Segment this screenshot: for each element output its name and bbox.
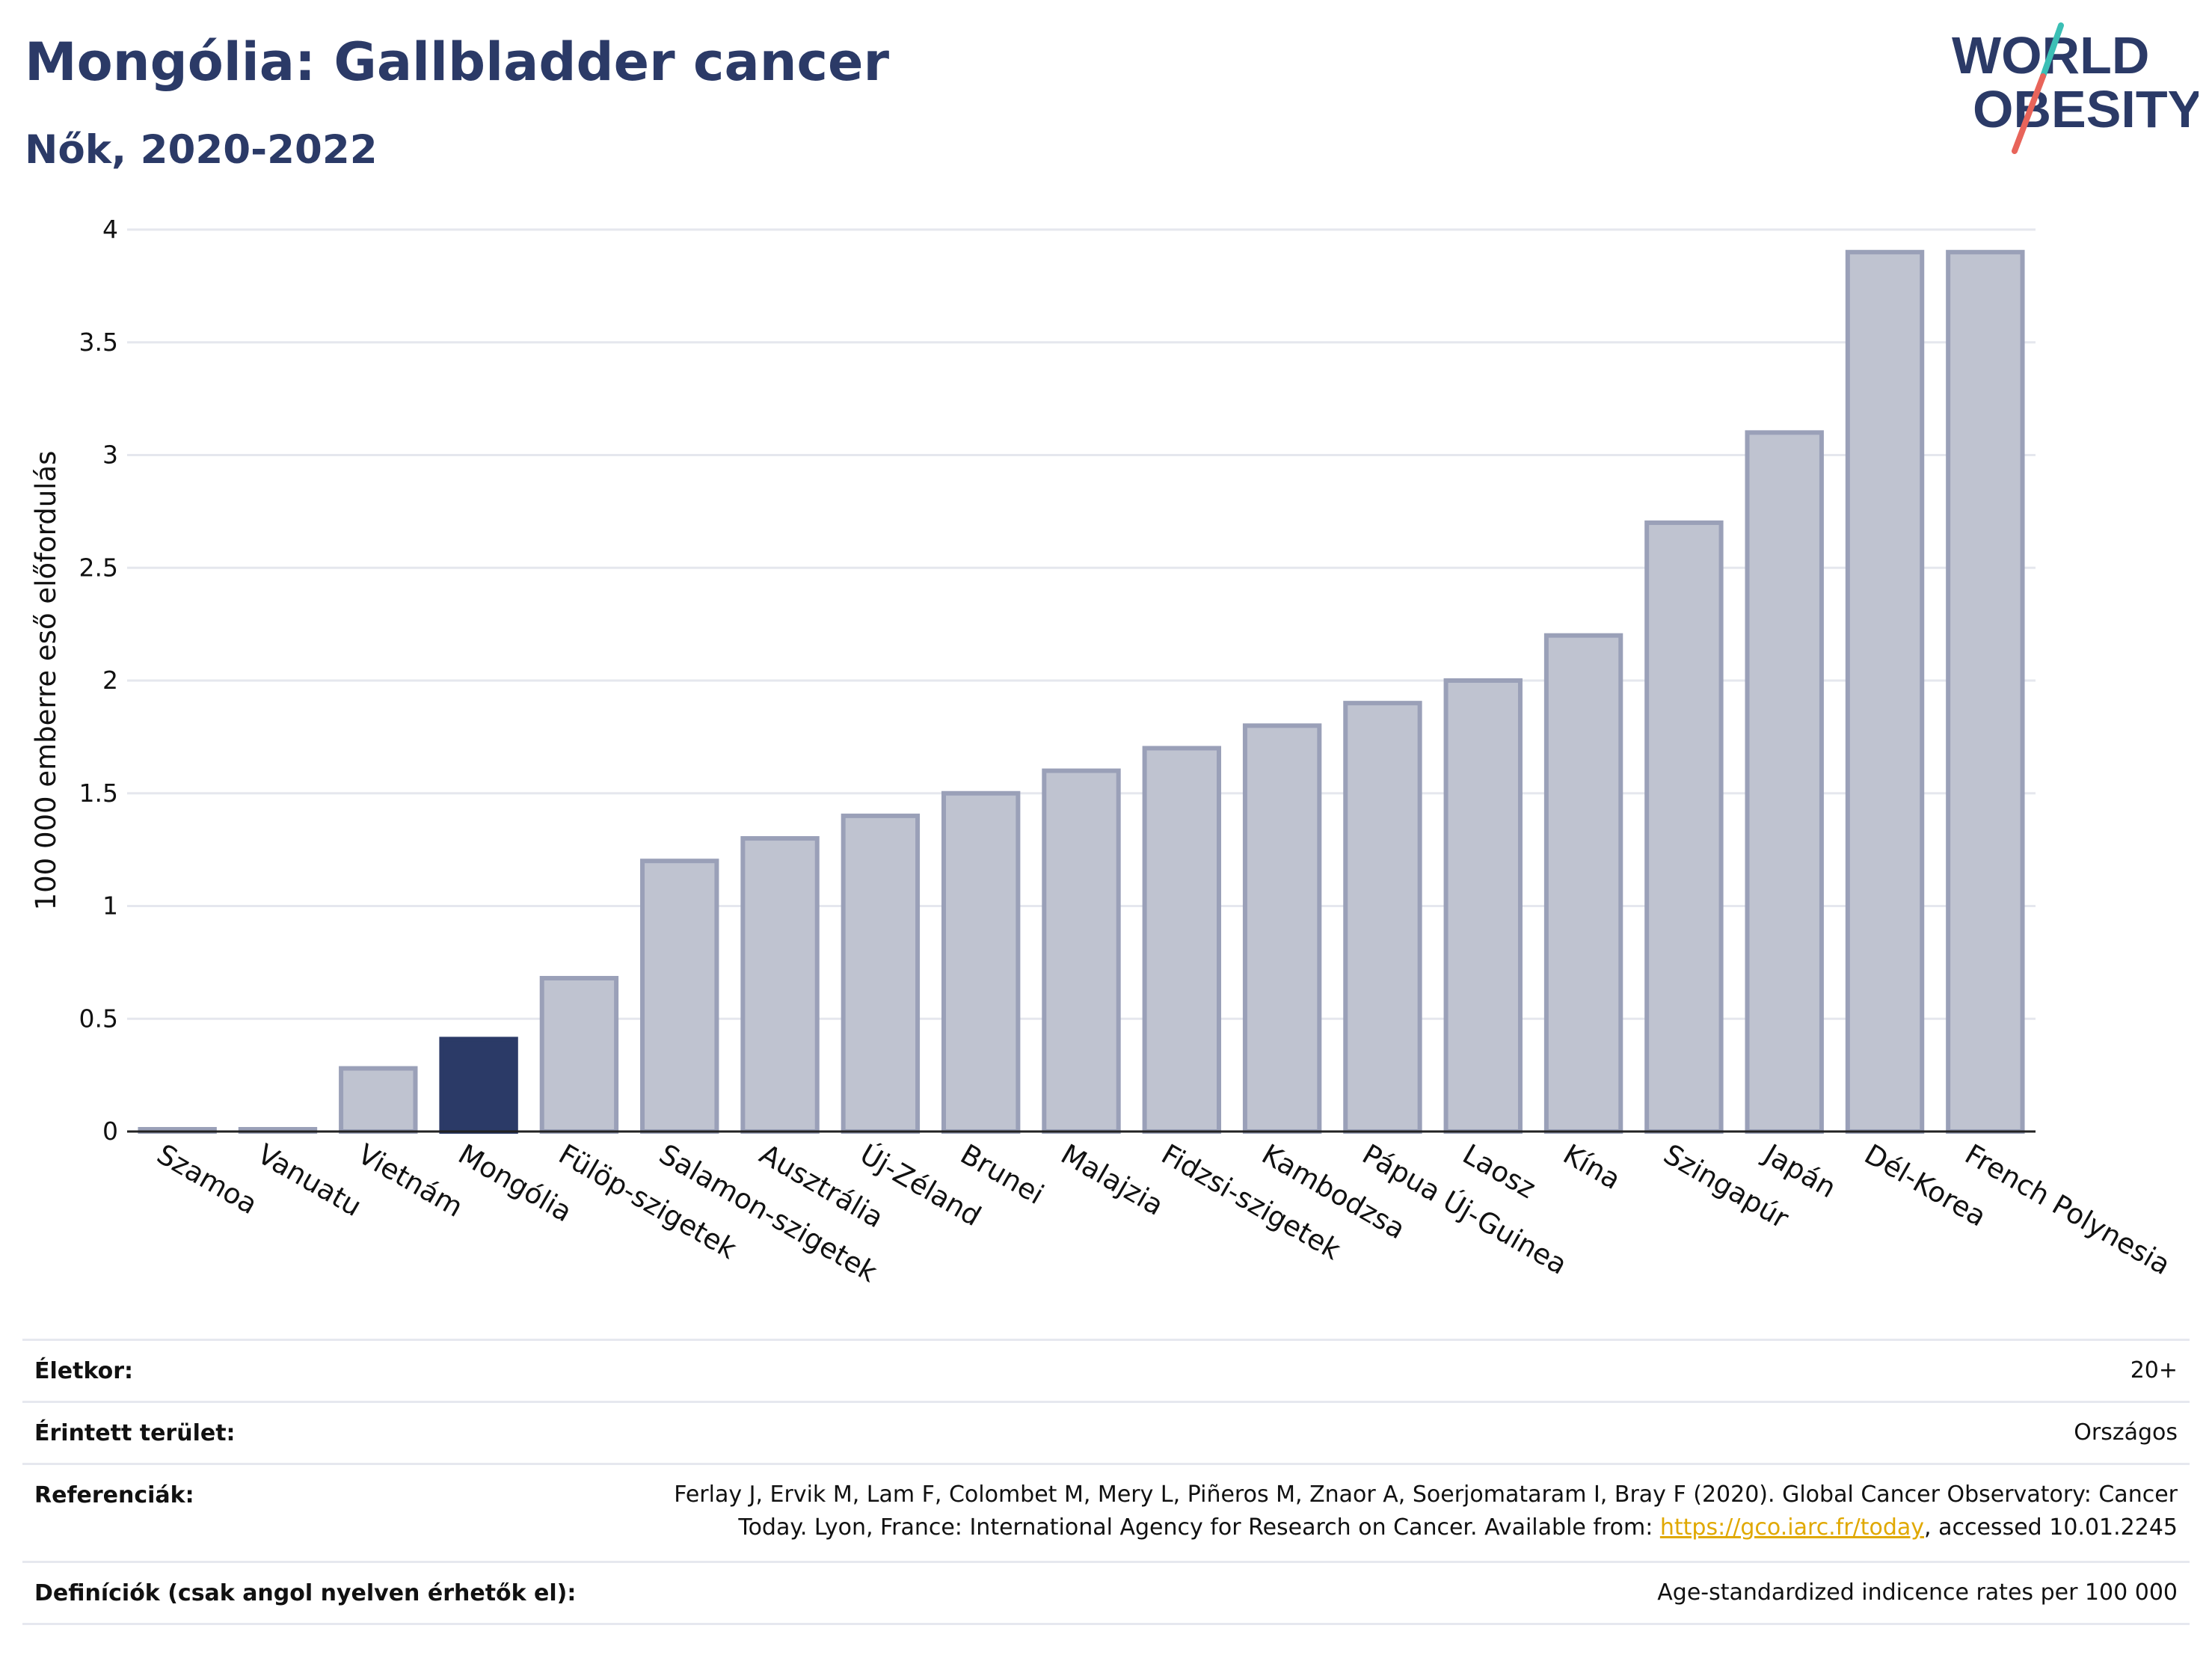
y-axis-label: 100 000 emberre eső előfordulás <box>30 451 62 911</box>
meta-value-age: 20+ <box>2130 1357 2178 1384</box>
x-tick-label: Fidzsi-szigetek <box>1156 1138 1347 1267</box>
bar-chart: 0 0.5 1 1.5 2 2.5 3 3.5 4 100 000 emberre eső elő… <box>30 215 2175 1289</box>
x-tick-label: French Polynesia <box>1959 1138 2175 1282</box>
x-tick-label: Malajzia <box>1056 1138 1170 1222</box>
x-tick-label: Szamoa <box>152 1138 263 1221</box>
world-obesity-logo: WORLD OBESITY <box>1952 22 2199 154</box>
bar <box>1443 678 1523 1134</box>
reference-line2-text: Today. Lyon, France: International Agenc… <box>738 1514 1660 1541</box>
logo-line2: OBESITY <box>1973 80 2199 138</box>
bar <box>740 836 820 1134</box>
meta-row-references: Referenciák: Ferlay J, Ervik M, Lam F, C… <box>22 1463 2190 1561</box>
y-tick-label: 3.5 <box>79 328 118 357</box>
meta-label-age: Életkor: <box>34 1358 134 1384</box>
reference-link[interactable]: https://gco.iarc.fr/today <box>1659 1514 1925 1541</box>
y-tick-label: 2 <box>102 666 118 695</box>
y-tick-label: 3 <box>102 440 118 470</box>
meta-row-definitions: Definíciók (csak angol nyelven érhetők e… <box>22 1561 2190 1625</box>
logo-slash-bottom <box>2012 73 2046 154</box>
bar <box>1543 633 1623 1134</box>
metadata-table: Életkor: 20+ Érintett terület: Országos … <box>22 1339 2190 1625</box>
bar <box>1343 701 1422 1134</box>
reference-line2: Today. Lyon, France: International Agenc… <box>674 1511 2178 1544</box>
y-tick-label: 0 <box>102 1117 118 1146</box>
y-tick-label: 1 <box>102 891 118 921</box>
bar <box>941 790 1021 1134</box>
logo-slash-top <box>2040 22 2064 79</box>
chart-subtitle: Nők, 2020-2022 <box>25 127 378 173</box>
meta-label-area: Érintett terület: <box>34 1420 236 1446</box>
meta-value-references: Ferlay J, Ervik M, Lam F, Colombet M, Me… <box>674 1479 2178 1544</box>
bar <box>1644 520 1724 1134</box>
y-tick-label: 1.5 <box>79 779 118 808</box>
meta-row-area: Érintett terület: Országos <box>22 1401 2190 1463</box>
bar <box>1242 723 1322 1134</box>
x-tick-label: Vanuatu <box>252 1138 367 1223</box>
x-tick-label: Vietnám <box>352 1138 468 1223</box>
bar <box>640 859 719 1134</box>
y-tick-label: 4 <box>102 215 118 244</box>
x-tick-label: Fülöp-szigetek <box>553 1138 743 1266</box>
reference-line1: Ferlay J, Ervik M, Lam F, Colombet M, Me… <box>674 1481 2178 1508</box>
bar <box>1745 430 1824 1134</box>
y-tick-label: 2.5 <box>79 553 118 582</box>
meta-value-definitions: Age-standardized indicence rates per 100… <box>1657 1579 2178 1606</box>
chart-title: Mongólia: Gallbladder cancer <box>25 31 890 93</box>
meta-value-area: Országos <box>2074 1419 2178 1446</box>
bar <box>1845 250 1925 1134</box>
y-tick-label: 0.5 <box>79 1004 118 1033</box>
bar <box>539 975 619 1134</box>
x-tick-label: Mongólia <box>453 1138 577 1229</box>
meta-label-references: Referenciák: <box>34 1482 194 1508</box>
x-tick-label: Kína <box>1558 1138 1626 1197</box>
bar <box>1042 768 1121 1134</box>
bar <box>1142 746 1222 1134</box>
meta-row-age: Életkor: 20+ <box>22 1339 2190 1401</box>
bar <box>1946 250 2025 1134</box>
bar <box>841 813 921 1134</box>
bar <box>339 1066 418 1134</box>
reference-line2-suffix: , accessed 10.01.2245 <box>1924 1514 2178 1541</box>
bar <box>439 1037 518 1134</box>
meta-label-definitions: Definíciók (csak angol nyelven érhetők e… <box>34 1580 577 1606</box>
